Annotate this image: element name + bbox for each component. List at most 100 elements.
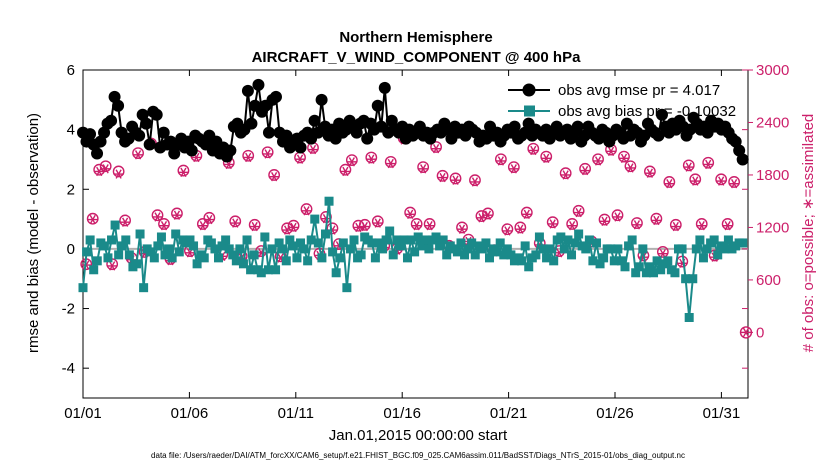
rmse-point: [371, 99, 384, 112]
obs-assimilated-point: [158, 220, 169, 231]
bias-point: [456, 238, 466, 248]
x-tick-label: 01/21: [490, 405, 528, 422]
bias-point: [399, 235, 409, 245]
bias-point: [502, 244, 512, 254]
rmse-point: [105, 114, 118, 127]
rmse-point: [143, 138, 156, 151]
obs-possible-point: [300, 203, 313, 215]
bias-point: [320, 229, 330, 239]
obs-assimilated-point: [703, 159, 714, 170]
bias-point: [338, 238, 348, 248]
bias-point: [271, 265, 281, 275]
bias-point: [417, 241, 427, 251]
bias-point: [524, 262, 534, 272]
obs-assimilated-point: [295, 154, 306, 164]
obs-possible-point: [261, 146, 274, 159]
obs-assimilated-point: [243, 152, 254, 163]
bias-point: [388, 250, 398, 260]
bias-point: [149, 253, 159, 263]
bias-point: [303, 256, 313, 266]
bias-point: [378, 244, 388, 254]
obs-possible-point: [423, 218, 436, 230]
x-tick-label: 01/06: [171, 405, 209, 422]
bias-point: [681, 274, 691, 284]
obs-assimilated-point: [366, 154, 377, 164]
obs-possible-point: [669, 218, 682, 231]
bias-line: [82, 201, 743, 318]
bias-point: [192, 259, 202, 269]
bias-point: [477, 244, 487, 254]
obs-assimilated-point: [107, 261, 118, 271]
bias-point: [210, 244, 220, 254]
obs-assimilated-point: [716, 176, 727, 186]
obs-possible-point: [449, 172, 462, 185]
obs-assimilated-point: [651, 215, 662, 226]
obs-possible-point: [682, 159, 695, 172]
obs-possible-point: [99, 160, 112, 173]
rmse-point: [185, 144, 198, 157]
obs-assimilated-point: [515, 224, 526, 234]
bias-point: [349, 235, 359, 245]
bias-point: [167, 253, 177, 263]
obs-possible-point: [268, 169, 281, 181]
obs-possible-point: [469, 174, 481, 187]
rmse-point: [361, 132, 374, 145]
obs-assimilated-point: [560, 170, 571, 180]
bias-point: [89, 265, 99, 275]
obs-assimilated-point: [133, 150, 144, 160]
obs-possible-point: [702, 156, 715, 169]
obs-possible-point: [592, 153, 604, 166]
obs-possible-point: [171, 207, 183, 220]
bias-point: [224, 244, 234, 254]
obs-assimilated-point: [618, 153, 629, 164]
bias-point: [278, 244, 288, 254]
obs-possible-point: [177, 164, 190, 177]
bias-point: [238, 259, 248, 269]
y-right-tick-label: 1200: [756, 219, 789, 236]
y-left-tick-label: 6: [67, 62, 75, 79]
obs-assimilated-point: [644, 168, 655, 178]
bias-point: [492, 247, 502, 257]
bias-point: [542, 253, 552, 263]
bias-point: [242, 235, 252, 245]
bias-point: [374, 238, 384, 248]
rmse-point: [241, 84, 254, 97]
obs-assimilated-point: [696, 220, 707, 231]
terminal-obs-star: [741, 327, 751, 338]
bias-point: [595, 259, 605, 269]
obs-possible-point: [572, 204, 585, 217]
obs-possible-point: [371, 215, 384, 228]
bias-point: [99, 241, 109, 251]
bias-point: [135, 229, 145, 239]
bias-point: [495, 238, 505, 248]
bias-point: [85, 235, 95, 245]
obs-assimilated-point: [631, 220, 642, 230]
obs-assimilated-point: [418, 164, 429, 174]
bias-point: [599, 253, 609, 263]
bias-point: [164, 244, 174, 254]
bias-point: [256, 268, 266, 278]
bias-point: [103, 253, 113, 263]
obs-assimilated-point: [171, 210, 182, 220]
bias-point: [698, 253, 708, 263]
chart-subtitle: AIRCRAFT_V_WIND_COMPONENT @ 400 hPa: [252, 49, 582, 66]
obs-assimilated-point: [113, 169, 124, 179]
obs-assimilated-point: [625, 163, 636, 173]
bias-point: [306, 235, 316, 245]
bias-point: [328, 247, 338, 257]
obs-possible-point: [248, 218, 261, 231]
obs-possible-point: [631, 217, 643, 229]
obs-possible-point: [112, 165, 125, 178]
bias-point: [381, 235, 391, 245]
bias-point: [121, 235, 131, 245]
bias-point: [413, 232, 423, 242]
obs-possible-point: [151, 209, 164, 222]
x-tick-label: 01/31: [703, 405, 741, 422]
obs-assimilated-point: [288, 222, 299, 233]
obs-assimilated-point: [346, 157, 357, 167]
bias-point: [481, 238, 491, 248]
bias-point: [613, 244, 623, 254]
bias-point: [185, 235, 195, 245]
bias-point: [156, 232, 166, 242]
bias-point: [563, 235, 573, 245]
